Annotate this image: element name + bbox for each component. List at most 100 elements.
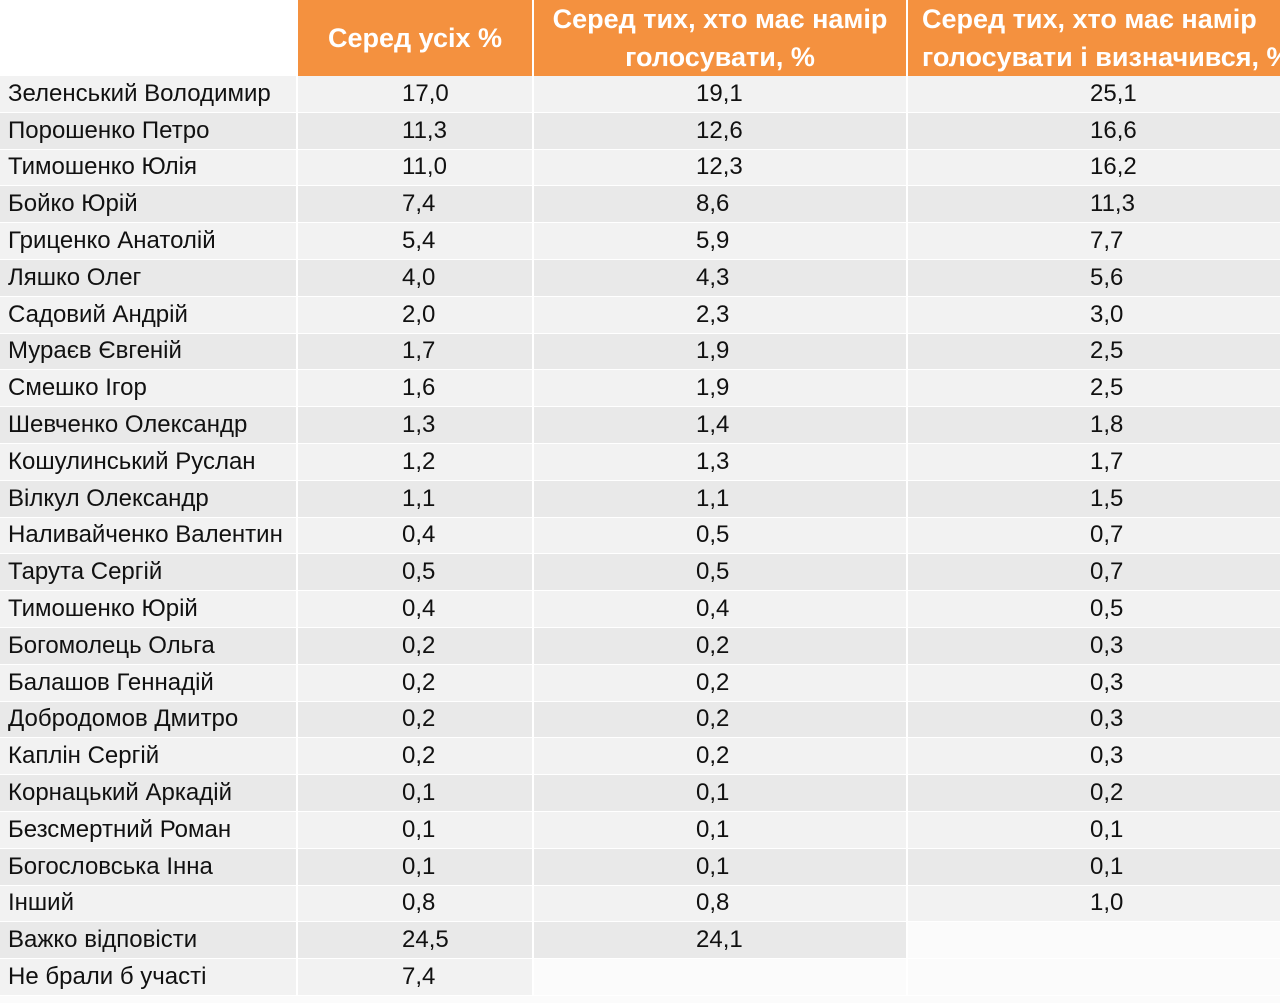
value-among-intending: 5,9 (534, 223, 908, 260)
candidate-name: Кошулинський Руслан (0, 443, 298, 481)
candidate-name: Садовий Андрій (0, 296, 298, 334)
value-among-all: 0,2 (298, 627, 534, 665)
candidate-name: Інший (0, 885, 298, 923)
value-among-intending: 12,6 (534, 112, 908, 150)
table-row: Тимошенко Юлія 11,0 12,3 16,2 (0, 149, 1280, 187)
candidate-name: Зеленський Володимир (0, 76, 298, 113)
value-among-all: 1,6 (298, 370, 534, 408)
value-among-intending-decided: 1,5 (908, 480, 1280, 518)
table-row: Смешко Ігор 1,6 1,9 2,5 (0, 370, 1280, 408)
value-among-intending: 8,6 (534, 186, 908, 224)
table-row: Вілкул Олександр 1,1 1,1 1,5 (0, 480, 1280, 518)
candidate-name: Шевченко Олександр (0, 407, 298, 444)
value-among-all: 0,1 (298, 811, 534, 849)
value-among-intending: 0,5 (534, 554, 908, 592)
value-among-all: 0,8 (298, 885, 534, 923)
value-among-all: 2,0 (298, 296, 534, 334)
value-among-intending-decided: 7,7 (908, 223, 1280, 260)
header-among-intending: Серед тих, хто має намір голосувати, % (534, 0, 908, 76)
value-among-intending-decided: 0,2 (908, 775, 1280, 812)
candidate-name: Добродомов Дмитро (0, 701, 298, 739)
value-among-intending-decided: 0,3 (908, 701, 1280, 739)
value-among-intending-decided: 0,7 (908, 517, 1280, 555)
candidate-name: Тимошенко Юлія (0, 149, 298, 187)
table-row: Зеленський Володимир 17,0 19,1 25,1 (0, 76, 1280, 113)
value-among-intending-decided: 0,3 (908, 627, 1280, 665)
header-corner (0, 0, 298, 76)
candidate-name: Тимошенко Юрій (0, 591, 298, 628)
table-row: Балашов Геннадій 0,2 0,2 0,3 (0, 664, 1280, 702)
table-row: Порошенко Петро 11,3 12,6 16,6 (0, 112, 1280, 150)
table-row: Тарута Сергій 0,5 0,5 0,7 (0, 554, 1280, 592)
value-among-all: 0,2 (298, 701, 534, 739)
candidate-name: Вілкул Олександр (0, 480, 298, 518)
value-among-intending-decided: 0,3 (908, 664, 1280, 702)
table-row: Не брали б участі 7,4 (0, 959, 1280, 996)
value-among-intending-decided: 16,6 (908, 112, 1280, 150)
candidate-name: Гриценко Анатолій (0, 223, 298, 260)
value-among-intending: 12,3 (534, 149, 908, 187)
value-among-intending: 0,2 (534, 627, 908, 665)
value-among-all: 7,4 (298, 959, 534, 996)
value-among-intending: 4,3 (534, 259, 908, 297)
value-among-intending: 0,1 (534, 811, 908, 849)
value-among-intending: 1,4 (534, 407, 908, 444)
value-among-intending-decided: 1,8 (908, 407, 1280, 444)
value-among-intending-decided: 0,7 (908, 554, 1280, 592)
value-among-intending: 1,3 (534, 443, 908, 481)
candidate-name: Наливайченко Валентин (0, 517, 298, 555)
candidate-name: Богословська Інна (0, 848, 298, 886)
value-among-all: 0,1 (298, 848, 534, 886)
table-row: Наливайченко Валентин 0,4 0,5 0,7 (0, 517, 1280, 555)
value-among-intending-decided: 0,5 (908, 591, 1280, 628)
table-row: Мураєв Євгеній 1,7 1,9 2,5 (0, 333, 1280, 371)
value-among-intending-decided: 5,6 (908, 259, 1280, 297)
value-among-intending-decided (908, 922, 1280, 960)
value-among-intending: 1,9 (534, 333, 908, 371)
value-among-all: 1,1 (298, 480, 534, 518)
candidate-name: Балашов Геннадій (0, 664, 298, 702)
value-among-intending-decided: 0,1 (908, 848, 1280, 886)
table-body: Зеленський Володимир 17,0 19,1 25,1 Порошенк… (0, 76, 1280, 996)
table-row: Шевченко Олександр 1,3 1,4 1,8 (0, 407, 1280, 444)
value-among-all: 0,4 (298, 517, 534, 555)
candidate-name: Не брали б участі (0, 959, 298, 996)
candidate-name: Корнацький Аркадій (0, 775, 298, 812)
value-among-intending: 0,2 (534, 701, 908, 739)
candidate-name: Смешко Ігор (0, 370, 298, 408)
table-row: Богомолець Ольга 0,2 0,2 0,3 (0, 627, 1280, 665)
value-among-intending-decided: 11,3 (908, 186, 1280, 224)
value-among-intending (534, 959, 908, 996)
header-among-intending-decided: Серед тих, хто має намір голосувати і ви… (908, 0, 1280, 76)
candidate-name: Богомолець Ольга (0, 627, 298, 665)
candidate-name: Бойко Юрій (0, 186, 298, 224)
value-among-intending: 24,1 (534, 922, 908, 960)
value-among-all: 0,1 (298, 775, 534, 812)
table-row: Важко відповісти 24,5 24,1 (0, 922, 1280, 960)
candidate-name: Каплін Сергій (0, 738, 298, 776)
table-row: Каплін Сергій 0,2 0,2 0,3 (0, 738, 1280, 776)
table-row: Добродомов Дмитро 0,2 0,2 0,3 (0, 701, 1280, 739)
candidate-name: Мураєв Євгеній (0, 333, 298, 371)
table-header: Серед усіх % Серед тих, хто має намір го… (0, 0, 1280, 76)
value-among-all: 0,2 (298, 738, 534, 776)
value-among-intending: 1,1 (534, 480, 908, 518)
value-among-intending: 0,1 (534, 775, 908, 812)
value-among-intending: 0,2 (534, 738, 908, 776)
value-among-all: 0,5 (298, 554, 534, 592)
value-among-intending-decided (908, 959, 1280, 996)
value-among-all: 4,0 (298, 259, 534, 297)
value-among-intending: 1,9 (534, 370, 908, 408)
value-among-all: 24,5 (298, 922, 534, 960)
table-row: Корнацький Аркадій 0,1 0,1 0,2 (0, 775, 1280, 812)
candidate-name: Тарута Сергій (0, 554, 298, 592)
value-among-intending-decided: 16,2 (908, 149, 1280, 187)
value-among-intending-decided: 1,7 (908, 443, 1280, 481)
table-row: Садовий Андрій 2,0 2,3 3,0 (0, 296, 1280, 334)
value-among-all: 1,3 (298, 407, 534, 444)
header-among-all: Серед усіх % (298, 0, 534, 76)
value-among-intending-decided: 2,5 (908, 333, 1280, 371)
value-among-intending-decided: 2,5 (908, 370, 1280, 408)
value-among-intending-decided: 25,1 (908, 76, 1280, 113)
